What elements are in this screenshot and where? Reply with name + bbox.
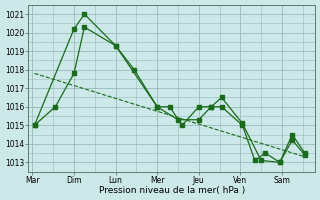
X-axis label: Pression niveau de la mer( hPa ): Pression niveau de la mer( hPa ) xyxy=(99,186,245,195)
